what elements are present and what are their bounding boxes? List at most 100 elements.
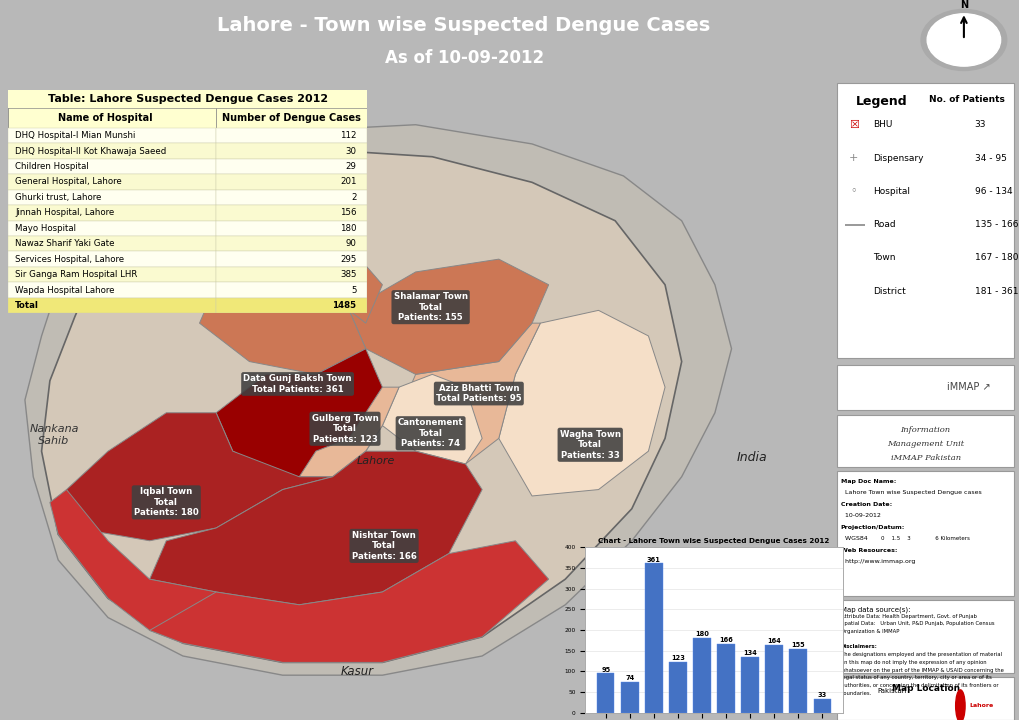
Text: Kasur: Kasur	[340, 665, 374, 678]
Text: 123: 123	[671, 655, 684, 661]
Text: Lahore Town wise Suspected Dengue cases: Lahore Town wise Suspected Dengue cases	[840, 490, 980, 495]
Text: Name of Hospital: Name of Hospital	[58, 113, 152, 123]
Bar	[837, 677, 1013, 720]
Bar	[8, 143, 216, 159]
Polygon shape	[498, 310, 664, 496]
Text: 180: 180	[339, 224, 356, 233]
Bar	[8, 189, 216, 205]
Bar	[887, 552, 925, 559]
Text: 33: 33	[817, 693, 826, 698]
Bar	[8, 128, 216, 143]
Bar	[934, 213, 968, 236]
Bar	[216, 143, 367, 159]
Bar	[8, 174, 216, 189]
Bar	[216, 189, 367, 205]
Bar	[838, 703, 1012, 707]
Text: legal status of any country, territory, city or area or of its: legal status of any country, territory, …	[840, 675, 990, 680]
Text: Road: Road	[872, 220, 895, 229]
Polygon shape	[855, 704, 963, 706]
Bar	[8, 282, 216, 298]
Text: Projection/Datum:: Projection/Datum:	[840, 525, 904, 530]
Polygon shape	[216, 348, 382, 477]
Bar	[216, 298, 367, 313]
Text: DHQ Hospital-II Kot Khawaja Saeed: DHQ Hospital-II Kot Khawaja Saeed	[15, 147, 166, 156]
Bar	[668, 662, 686, 713]
Text: Jinnah Hospital, Lahore: Jinnah Hospital, Lahore	[15, 208, 114, 217]
Bar	[934, 113, 968, 136]
Text: Information: Information	[900, 426, 950, 434]
Bar	[8, 267, 216, 282]
Text: Ghurki trust, Lahore: Ghurki trust, Lahore	[15, 193, 102, 202]
Text: Organization & IMMAP: Organization & IMMAP	[840, 629, 898, 634]
Text: 29: 29	[345, 162, 356, 171]
Bar	[216, 108, 367, 128]
Text: 90: 90	[345, 239, 356, 248]
Text: Map data source(s):: Map data source(s):	[840, 606, 909, 613]
Text: 134: 134	[743, 650, 756, 657]
Text: 181 - 361: 181 - 361	[974, 287, 1017, 296]
Bar	[963, 552, 1001, 559]
Bar	[621, 682, 638, 713]
Polygon shape	[200, 246, 382, 374]
Bar	[216, 236, 367, 251]
Bar	[764, 645, 782, 713]
Text: 166: 166	[718, 637, 733, 643]
Text: authorities, or concerning the delimitation of its frontiers or: authorities, or concerning the delimitat…	[840, 683, 998, 688]
Bar	[8, 251, 216, 267]
Bar	[837, 471, 1013, 596]
Text: Data Gunj Baksh Town
Total Patients: 361: Data Gunj Baksh Town Total Patients: 361	[244, 374, 352, 394]
Bar	[741, 657, 758, 713]
Bar	[216, 205, 367, 220]
Bar	[216, 128, 367, 143]
Bar	[8, 236, 216, 251]
Text: Creation Date:: Creation Date:	[840, 502, 891, 507]
Bar	[693, 638, 710, 713]
Text: Services Hospital, Lahore: Services Hospital, Lahore	[15, 255, 124, 264]
Polygon shape	[382, 374, 482, 464]
Bar	[934, 246, 968, 269]
Bar	[928, 371, 1008, 403]
Text: 2: 2	[351, 193, 356, 202]
Text: USAID: USAID	[858, 382, 897, 392]
Bar	[716, 644, 734, 713]
Polygon shape	[66, 413, 332, 541]
Bar	[216, 159, 367, 174]
Text: Map Doc Name:: Map Doc Name:	[840, 479, 896, 484]
Bar	[216, 282, 367, 298]
Circle shape	[926, 14, 1000, 66]
Text: Legend: Legend	[855, 94, 907, 108]
Polygon shape	[50, 490, 216, 643]
Polygon shape	[150, 451, 482, 605]
Text: India: India	[737, 451, 767, 464]
Text: Mayo Hospital: Mayo Hospital	[15, 224, 76, 233]
Text: 295: 295	[339, 255, 356, 264]
Text: Hospital: Hospital	[872, 186, 909, 196]
Text: 180: 180	[694, 631, 708, 637]
Text: 5: 5	[351, 286, 356, 294]
Text: Web Resources:: Web Resources:	[840, 548, 897, 553]
Text: Attribute Data: Health Department, Govt. of Punjab: Attribute Data: Health Department, Govt.…	[840, 613, 975, 618]
Text: Wagha Town
Total
Patients: 33: Wagha Town Total Patients: 33	[559, 430, 621, 459]
Bar	[925, 552, 963, 559]
Bar	[837, 415, 1013, 467]
Text: Shalamar Town
Total
Patients: 155: Shalamar Town Total Patients: 155	[393, 292, 467, 322]
Text: Total: Total	[15, 301, 39, 310]
Text: 201: 201	[339, 177, 356, 186]
Text: ◦: ◦	[850, 186, 856, 197]
Text: Ravi Town
Total
Patients: 134: Ravi Town Total Patients: 134	[225, 279, 290, 310]
Text: Number of Dengue Cases: Number of Dengue Cases	[222, 113, 361, 123]
Text: +: +	[849, 153, 858, 163]
Text: Map Location: Map Location	[891, 683, 959, 693]
Bar	[216, 251, 367, 267]
Text: Management Unit: Management Unit	[887, 441, 963, 449]
Text: Town: Town	[872, 253, 895, 262]
Text: 10-09-2012: 10-09-2012	[840, 513, 879, 518]
Bar	[844, 279, 866, 302]
Bar	[216, 267, 367, 282]
Bar	[844, 246, 866, 269]
Text: N: N	[959, 0, 967, 10]
Bar	[645, 563, 662, 713]
Bar	[837, 83, 1013, 359]
Text: Disclaimers:: Disclaimers:	[840, 644, 876, 649]
Bar	[216, 174, 367, 189]
